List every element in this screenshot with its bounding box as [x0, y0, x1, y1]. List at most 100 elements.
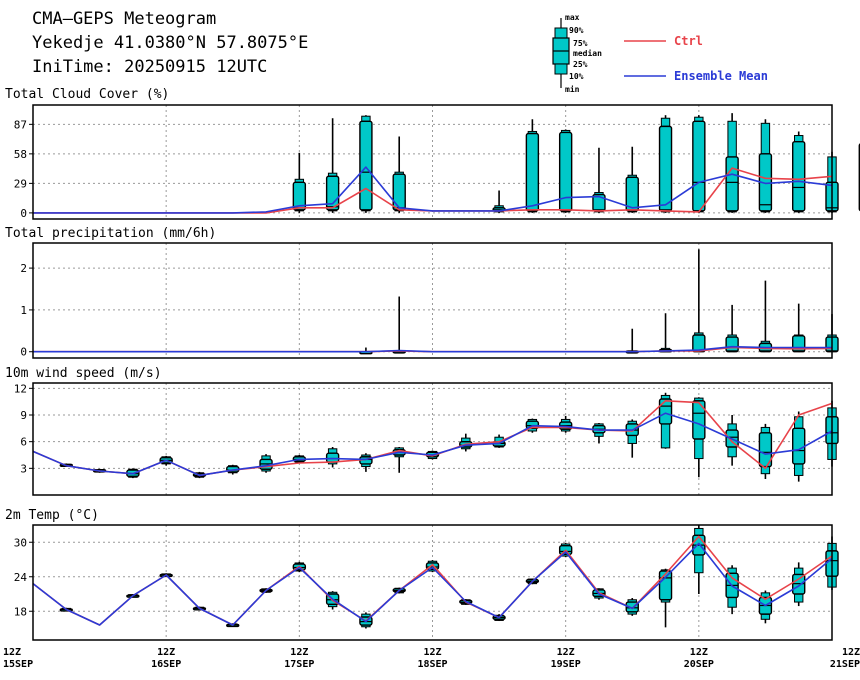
wind-speed-box: [792, 411, 806, 482]
wind-speed-box: [558, 415, 573, 433]
x-label-hour: 12Z: [290, 647, 308, 658]
cloud-cover-box: [658, 115, 673, 213]
wind-speed-box: [625, 419, 639, 458]
x-label-hour: 12Z: [557, 647, 575, 658]
temperature-box-lower: [727, 596, 737, 608]
legend-label-p25: 25%: [573, 60, 588, 69]
precipitation-box: [758, 280, 773, 353]
wind-speed-box-body: [325, 452, 340, 463]
meteogram-title: CMA—GEPS Meteogram: [32, 9, 216, 29]
wind-speed-box: [459, 433, 473, 452]
precipitation-box: [392, 296, 406, 354]
x-label-date: 21SEP: [830, 659, 860, 670]
wind-speed-box-upper: [727, 423, 737, 431]
cloud-cover-box-body: [792, 140, 806, 212]
cloud-cover-box-upper: [760, 122, 771, 155]
temperature-frame: [32, 524, 833, 641]
temperature-box-upper: [794, 567, 804, 575]
temperature-box: [792, 562, 806, 607]
precipitation-frame: [32, 242, 833, 359]
legend-label-min: min: [565, 84, 580, 94]
x-label-date: 15SEP: [3, 659, 33, 670]
legend-box-lower: [554, 63, 568, 75]
x-label-date: 18SEP: [417, 659, 447, 670]
precipitation-mean-line: [33, 345, 832, 353]
wind-speed-box-lower: [727, 446, 737, 458]
cloud-cover-ytick-label: 29: [14, 177, 27, 190]
wind-speed-box-body: [758, 432, 773, 468]
cloud-cover-box: [725, 113, 739, 213]
wind-speed-panel: 10m wind speed (m/s) 3 6 9 12: [5, 366, 839, 496]
wind-speed-box-lower: [694, 438, 704, 460]
wind-speed-box: [725, 415, 739, 466]
temperature-box-lower: [794, 593, 804, 603]
wind-speed-box: [758, 423, 773, 479]
cloud-cover-box: [558, 129, 573, 213]
wind-speed-box: [592, 423, 606, 444]
cloud-cover-box-body: [658, 125, 673, 212]
wind-speed-box-lower: [627, 434, 637, 444]
cloud-cover-box-body: [692, 120, 706, 212]
precipitation-box: [625, 328, 639, 354]
cloud-cover-box-body: [359, 120, 373, 211]
x-axis: 12Z15SEP12Z16SEP12Z17SEP12Z18SEP12Z19SEP…: [3, 647, 860, 670]
cloud-cover-box-upper: [361, 115, 371, 122]
cloud-cover-panel: Total Cloud Cover (%) 0 29 58 87: [5, 87, 860, 220]
temperature-box: [758, 590, 773, 624]
cloud-cover-box-body: [725, 156, 739, 212]
precipitation-box: [725, 304, 739, 353]
legend-label-median: median: [573, 48, 602, 58]
precipitation-box-body: [725, 336, 739, 353]
wind-speed-box-body: [692, 400, 706, 440]
wind-speed-ytick-label: 3: [20, 462, 27, 475]
wind-speed-box-body: [792, 427, 806, 465]
cloud-cover-box: [792, 131, 806, 213]
wind-speed-box: [359, 453, 373, 472]
x-label-date: 20SEP: [684, 659, 714, 670]
precipitation-box: [792, 303, 806, 353]
cloud-cover-box: [692, 115, 706, 213]
cloud-cover-box-body: [525, 132, 540, 212]
wind-speed-box: [325, 447, 340, 468]
cloud-cover-box-upper: [660, 117, 671, 127]
temperature-ytick-label: 24: [14, 571, 28, 584]
cloud-cover-frame: [32, 104, 833, 220]
panels: Total Cloud Cover (%) 0 29 58 87 Total precip…: [5, 87, 860, 641]
cloud-cover-title: Total Cloud Cover (%): [5, 87, 169, 102]
precipitation-panel: Total precipitation (mm/6h) 0 1 2: [5, 226, 839, 359]
precipitation-box: [658, 313, 673, 353]
x-label-hour: 12Z: [423, 647, 441, 658]
cloud-cover-box-body: [625, 176, 639, 212]
temperature-ytick-label: 30: [14, 536, 27, 549]
cloud-cover-ytick-label: 0: [20, 207, 27, 220]
temperature-box-upper: [727, 567, 737, 574]
cloud-cover-box: [359, 115, 373, 213]
x-label-hour: 12Z: [842, 647, 860, 658]
temperature-ytick-label: 18: [14, 605, 27, 618]
x-label-date: 16SEP: [151, 659, 181, 670]
cloud-cover-box: [592, 147, 606, 213]
wind-speed-title: 10m wind speed (m/s): [5, 366, 162, 381]
legend-ctrl-label: Ctrl: [674, 34, 703, 48]
init-time-label: IniTime: 20250915 12UTC: [32, 57, 267, 77]
cloud-cover-ytick-label: 58: [14, 148, 27, 161]
cloud-cover-box-upper: [727, 120, 737, 158]
cloud-cover-mean-line: [33, 166, 833, 214]
temperature-title: 2m Temp (°C): [5, 508, 99, 523]
cloud-cover-box: [292, 152, 307, 213]
legend: max 90% 75% median 25% 10% min Ctrl Ense…: [552, 13, 768, 94]
temperature-box-lower: [694, 554, 704, 574]
temperature-box-upper: [694, 527, 704, 536]
legend-label-p75: 75%: [573, 39, 588, 48]
cloud-cover-box-body: [292, 181, 307, 211]
wind-speed-ytick-label: 6: [20, 436, 27, 449]
location-label: Yekedje 41.0380°N 57.8075°E: [32, 33, 308, 53]
precipitation-ytick-label: 1: [20, 304, 27, 317]
precipitation-box: [692, 249, 706, 353]
wind-speed-box-upper: [760, 426, 771, 434]
wind-speed-box-lower: [660, 423, 671, 449]
cloud-cover-box-body: [558, 131, 573, 212]
x-label-date: 19SEP: [551, 659, 581, 670]
cloud-cover-box: [325, 118, 340, 213]
cloud-cover-ytick-label: 87: [14, 118, 27, 131]
